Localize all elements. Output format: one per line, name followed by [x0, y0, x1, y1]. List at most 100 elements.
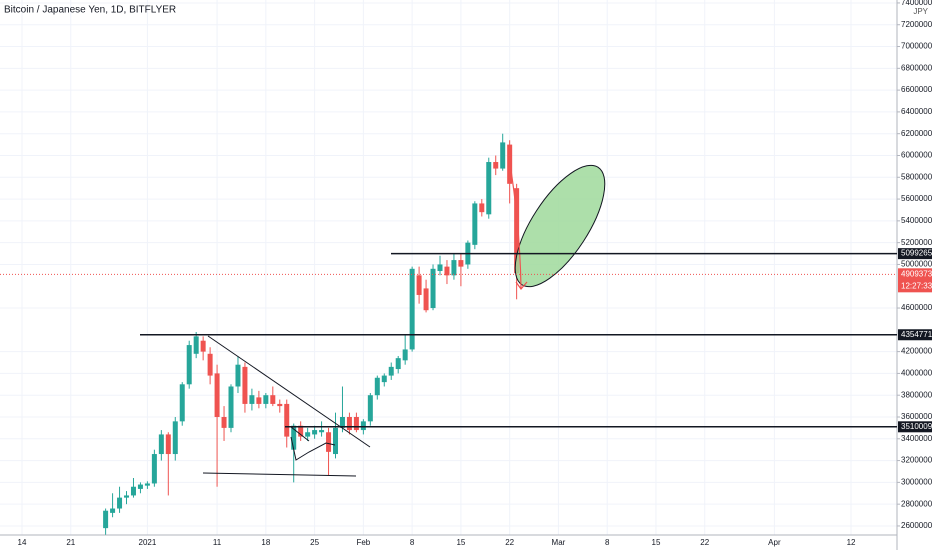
candle-body [277, 403, 283, 407]
candle-body [472, 203, 478, 245]
y-tick-label: 6200000 [901, 129, 932, 138]
x-tick-label: 21 [66, 538, 75, 547]
candle-body [221, 416, 227, 428]
level-label: 3510009 [901, 422, 932, 431]
y-tick-label: 4000000 [901, 369, 932, 378]
candle-body [381, 375, 387, 383]
currency-label: JPY [913, 7, 928, 16]
candle-body [409, 268, 415, 350]
y-tick-label: 6600000 [901, 85, 932, 94]
x-tick-label: 18 [261, 538, 270, 547]
candle-body [144, 483, 150, 486]
y-tick-label: 5600000 [901, 194, 932, 203]
y-tick-label: 6000000 [901, 151, 932, 160]
x-tick-label: 11 [213, 538, 222, 547]
support-line [202, 472, 357, 477]
candle-body [291, 425, 297, 450]
candle-body [263, 395, 269, 404]
arrow-head [515, 281, 528, 290]
x-tick-label: 8 [605, 538, 610, 547]
y-tick-label: 4200000 [901, 347, 932, 356]
y-tick-label: 7200000 [901, 20, 932, 29]
candle-body [165, 434, 171, 455]
candle-body [207, 353, 213, 376]
candle-body [312, 430, 318, 435]
y-tick-label: 6400000 [901, 107, 932, 116]
candle-body [493, 162, 499, 169]
level-label: 4354771 [901, 330, 932, 339]
y-tick-label: 2600000 [901, 521, 932, 530]
candle-body [214, 373, 220, 417]
target-ellipse [514, 164, 606, 288]
x-tick-label: 15 [456, 538, 465, 547]
y-tick-label: 3800000 [901, 390, 932, 399]
x-tick-label: 22 [700, 538, 709, 547]
x-tick-label: 8 [410, 538, 415, 547]
candle-body [186, 345, 192, 385]
y-tick-label: 7000000 [901, 42, 932, 51]
candle-body [284, 403, 290, 437]
x-tick-label: 2021 [139, 538, 157, 547]
candle-body [346, 416, 352, 431]
countdown-label: 12:27:33 [901, 281, 932, 290]
forecast-arrow [510, 169, 522, 289]
candle-body [193, 336, 199, 354]
candle-body [305, 432, 311, 437]
candle-body [103, 510, 109, 529]
level-label-box [898, 421, 932, 433]
candle-body [249, 395, 255, 404]
level-label: 5099265 [901, 249, 932, 258]
candle-body [172, 421, 178, 455]
candle-body [151, 454, 157, 484]
last-price-label: 4909373 [901, 269, 932, 278]
candle-body [298, 425, 304, 437]
chart-title: Bitcoin / Japanese Yen, 1D, BITFLYER [4, 5, 176, 16]
candle-body [458, 260, 464, 267]
candle-body [333, 427, 339, 455]
candle-body [444, 266, 450, 276]
candle-body [486, 162, 492, 215]
candle-body [437, 264, 443, 271]
last-price-box [898, 268, 932, 293]
candle-body [242, 366, 248, 404]
candle-body [130, 486, 136, 496]
x-tick-label: Mar [552, 538, 566, 547]
candle-body [402, 349, 408, 361]
candle-body [514, 188, 520, 274]
y-tick-label: 3000000 [901, 477, 932, 486]
candle-body [110, 508, 116, 513]
candle-body [137, 484, 143, 489]
x-tick-label: Apr [768, 538, 781, 547]
candle-body [339, 416, 345, 428]
y-tick-label: 3400000 [901, 434, 932, 443]
x-tick-label: 14 [18, 538, 27, 547]
candle-body [416, 275, 422, 295]
candle-body [270, 395, 276, 404]
candle-body [256, 397, 262, 404]
y-tick-label: 4600000 [901, 303, 932, 312]
candle-body [353, 416, 359, 431]
candle-body [500, 142, 506, 169]
candle-body [326, 432, 332, 452]
y-tick-label: 5400000 [901, 216, 932, 225]
candle-body [423, 288, 429, 311]
candle-body [507, 144, 513, 184]
level-label-box [898, 248, 932, 260]
candle-body [117, 497, 123, 509]
pattern-line [290, 426, 310, 442]
candle-body [179, 384, 185, 422]
candle-body [430, 268, 436, 309]
y-tick-label: 5200000 [901, 238, 932, 247]
x-tick-label: 12 [847, 538, 856, 547]
candle-body [235, 364, 241, 387]
trend-line [207, 335, 371, 448]
candle-body [200, 340, 206, 352]
candle-body [158, 434, 164, 455]
candle-body [360, 421, 366, 431]
y-tick-label: 7400000 [901, 0, 932, 7]
y-tick-label: 5800000 [901, 172, 932, 181]
x-tick-label: Feb [356, 538, 370, 547]
y-tick-label: 6800000 [901, 63, 932, 72]
y-tick-label: 3600000 [901, 412, 932, 421]
